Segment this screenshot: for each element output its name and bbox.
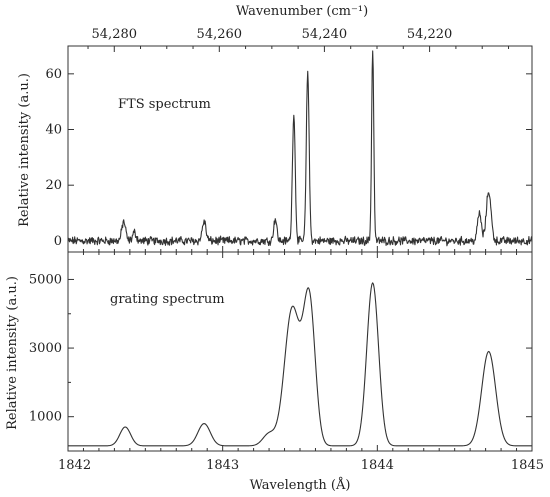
x-axis-label: Wavelength (Å)	[250, 477, 351, 493]
top-axis-tick-label: 54,260	[197, 27, 243, 42]
top-axis-tick-label: 54,280	[92, 27, 138, 42]
fts-y-ticks: 0 20 40 60	[45, 67, 532, 249]
fts-plot-frame	[67, 45, 533, 253]
grating-y-tick-label: 1000	[29, 410, 62, 425]
fts-y-tick-label: 0	[54, 234, 62, 249]
grating-y-axis-label: Relative intensity (a.u.)	[5, 276, 20, 430]
fts-bottom-ticks	[67, 246, 533, 252]
grating-plot-frame	[67, 251, 533, 452]
fts-y-axis-label: Relative intensity (a.u.)	[17, 73, 32, 227]
fts-top-ticks: 54,280 54,260 54,240 54,220	[87, 27, 510, 52]
fts-annotation: FTS spectrum	[118, 97, 211, 112]
x-tick-label: 1842	[58, 458, 91, 473]
top-axis-tick-label: 54,240	[302, 27, 348, 42]
grating-x-ticks: 1842 1843 1844 1845	[58, 252, 544, 473]
fts-y-tick-label: 60	[45, 67, 62, 82]
top-axis-tick-label: 54,220	[407, 27, 453, 42]
grating-y-ticks: 1000 3000 5000	[29, 272, 532, 425]
x-tick-label: 1844	[361, 458, 394, 473]
fts-series-line	[67, 50, 533, 247]
top-axis-label: Wavenumber (cm⁻¹)	[236, 4, 368, 19]
grating-annotation: grating spectrum	[110, 292, 225, 307]
grating-panel: 1000 3000 5000 1842 1843 1844 1845 grating sp…	[5, 251, 544, 473]
x-tick-label: 1845	[511, 458, 544, 473]
fts-y-tick-label: 20	[45, 178, 62, 193]
grating-series-line	[68, 282, 532, 447]
fts-panel: 0 20 40 60 54,280 54,260 54,240 54,220 FTS spe…	[17, 27, 533, 253]
fts-y-tick-label: 40	[45, 123, 62, 138]
x-tick-label: 1843	[206, 458, 239, 473]
grating-y-tick-label: 3000	[29, 341, 62, 356]
grating-y-tick-label: 5000	[29, 272, 62, 287]
